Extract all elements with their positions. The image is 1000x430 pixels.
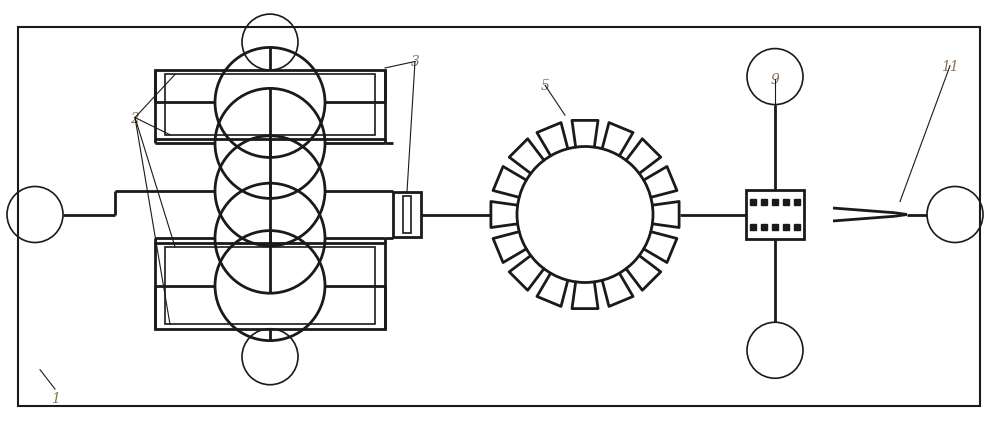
Bar [783, 200, 789, 206]
Bar [165, 247, 375, 325]
Text: 5: 5 [541, 79, 549, 93]
Bar [165, 75, 375, 135]
Bar [393, 193, 421, 237]
Bar [772, 200, 778, 206]
Bar [772, 224, 778, 230]
Text: 11: 11 [941, 60, 959, 74]
Bar [18, 28, 980, 406]
Bar [746, 190, 804, 240]
Bar [750, 200, 756, 206]
Bar [783, 224, 789, 230]
Text: 1: 1 [51, 391, 59, 405]
Text: 3: 3 [411, 55, 419, 69]
Bar [761, 200, 767, 206]
Text: 2: 2 [131, 111, 139, 125]
Bar [794, 200, 800, 206]
Bar [155, 71, 385, 140]
Bar [750, 224, 756, 230]
Text: 9: 9 [771, 73, 779, 86]
Bar [403, 197, 411, 233]
Bar [155, 243, 385, 329]
Bar [761, 224, 767, 230]
Bar [794, 224, 800, 230]
